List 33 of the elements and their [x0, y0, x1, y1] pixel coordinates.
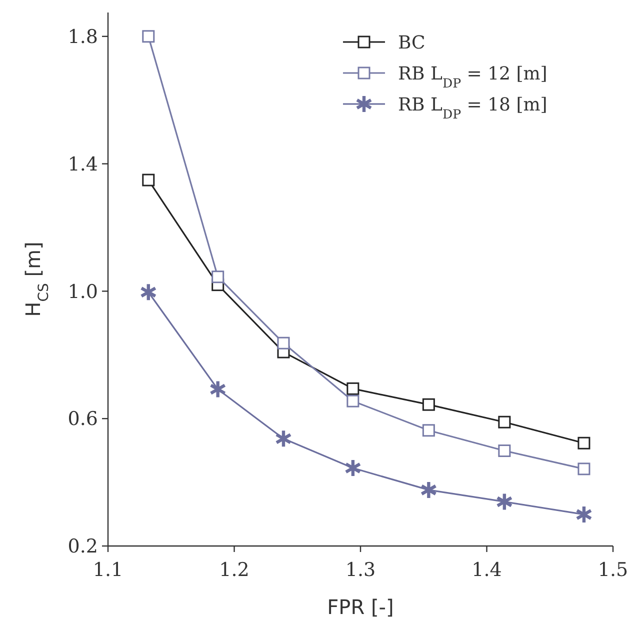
x-axis-title: FPR [-]	[327, 595, 394, 619]
y-tick-label: 0.2	[68, 536, 98, 558]
legend-label: BC	[398, 32, 426, 54]
point	[498, 444, 511, 458]
point	[498, 416, 511, 428]
point	[344, 458, 362, 478]
y-tick-label: 1.0	[68, 280, 98, 303]
point	[578, 462, 590, 476]
x-tick-label: 1.2	[219, 559, 250, 581]
y-tick-label: 0.6	[68, 408, 98, 430]
point	[274, 429, 292, 448]
point	[212, 270, 224, 284]
point	[578, 436, 590, 450]
point	[422, 424, 435, 437]
x-tick-label: 1.4	[472, 559, 502, 581]
y-tick-label: 1.4	[68, 153, 98, 176]
point	[209, 380, 226, 399]
legend-label: RB L$_{DP}$ = 18 [m]	[398, 94, 548, 121]
x-tick-label: 1.3	[345, 559, 376, 581]
point	[575, 504, 592, 524]
point	[346, 382, 360, 395]
point	[420, 480, 438, 500]
point	[422, 398, 435, 411]
point	[496, 492, 513, 512]
x-tick-label: 1.5	[598, 559, 628, 581]
point	[142, 30, 155, 43]
point	[277, 336, 290, 350]
point	[140, 282, 157, 302]
x-tick-label: 1.1	[92, 559, 124, 581]
point	[142, 174, 155, 186]
legend-label: RB L$_{DP}$ = 12 [m]	[398, 63, 548, 90]
y-tick-label: 1.8	[68, 26, 98, 48]
point	[346, 394, 360, 408]
